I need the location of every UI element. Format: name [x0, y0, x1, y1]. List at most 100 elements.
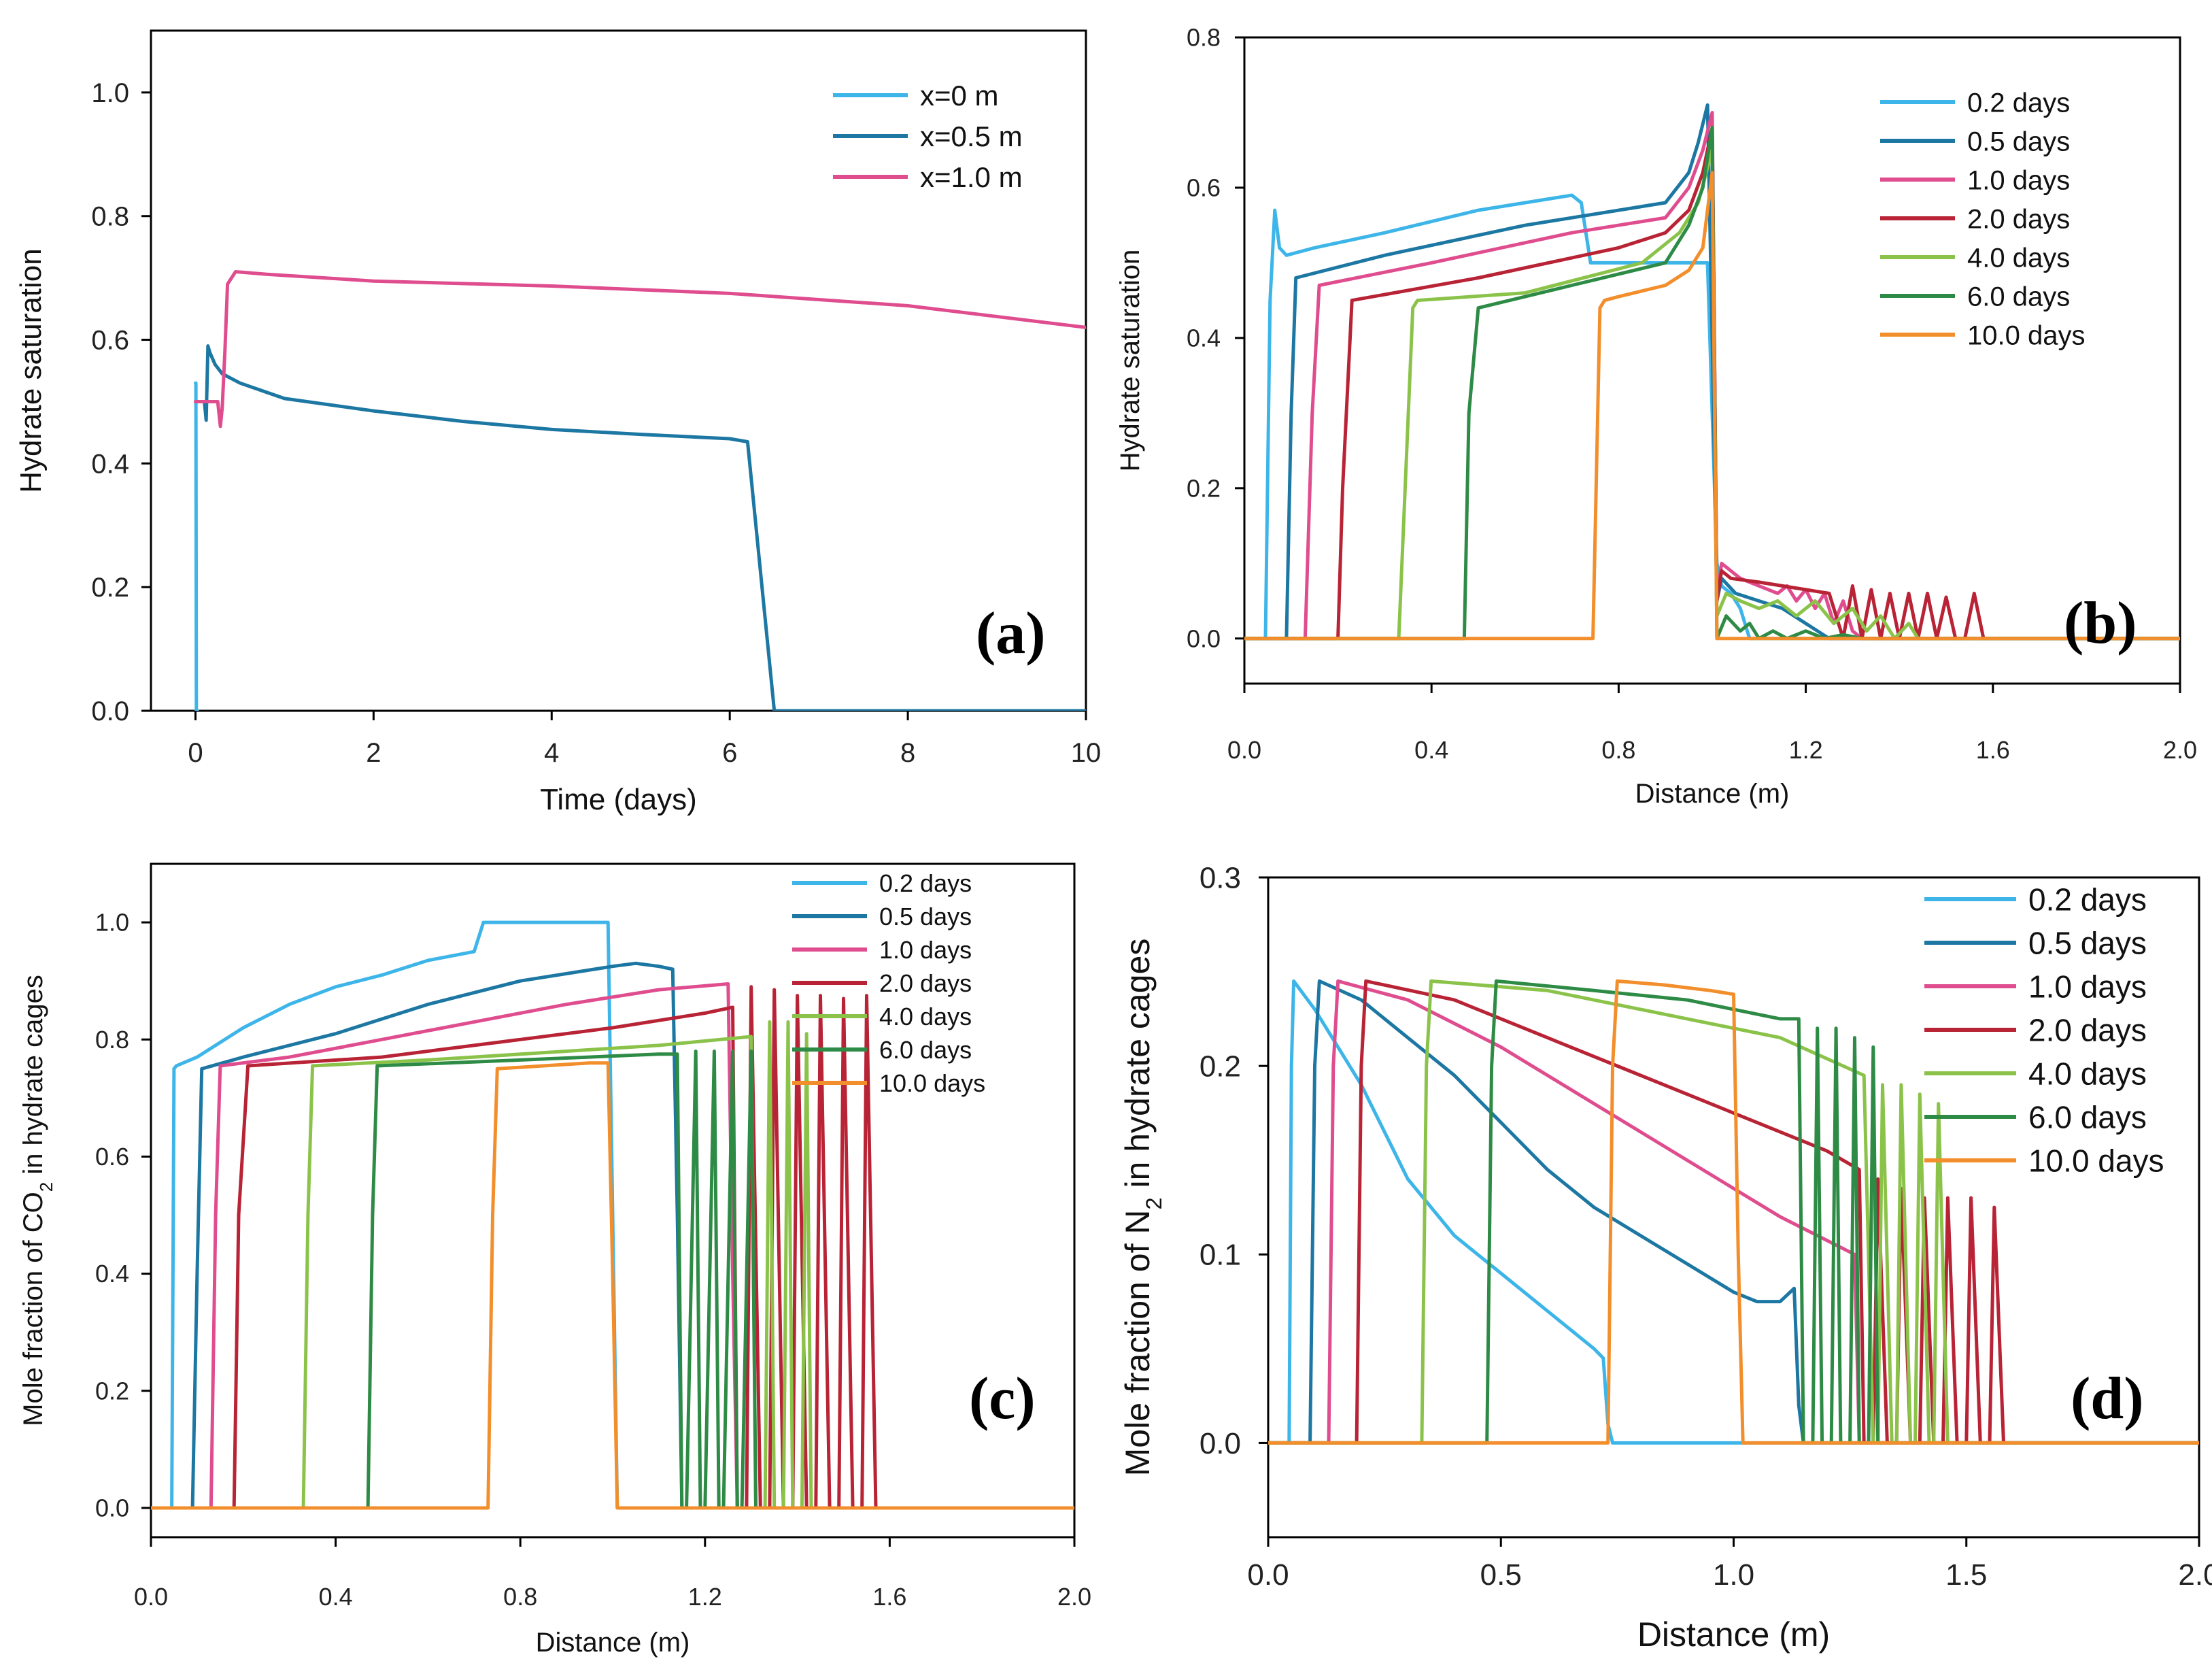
x-axis-label: Distance (m)	[1637, 1615, 1830, 1654]
legend-label: 2.0 days	[1967, 204, 2070, 234]
panel-a: 0 2 4 6 8 10 0.0 0.2 0.4 0.6 0.8 1.0 Time (days) Hydr…	[14, 29, 1102, 816]
plot-frame	[150, 862, 1076, 1539]
panel-label: (a)	[976, 601, 1046, 667]
series-line-10.0-days	[1268, 979, 2199, 1445]
series-line-6.0-days	[1244, 126, 2180, 641]
panel-label: (b)	[2064, 590, 2137, 656]
series-line-2.0-days	[1244, 126, 2180, 641]
series-line-10.0-days	[151, 1061, 1074, 1510]
x-tick-label: 8	[900, 738, 915, 768]
x-tick-label: 2.0	[1057, 1583, 1091, 1611]
legend-label: 6.0 days	[879, 1036, 972, 1064]
plot-frame	[150, 29, 1087, 712]
x-tick-label: 0.0	[134, 1583, 168, 1611]
y-tick-label: 0.0	[91, 697, 129, 726]
x-tick-label: 0.0	[1247, 1558, 1289, 1592]
x-tick-label: 1.6	[1976, 736, 2010, 764]
series-line-10.0-days	[1244, 171, 2180, 641]
series-line-4.0-days	[1244, 148, 2180, 641]
series-line-2.0-days	[151, 985, 1074, 1510]
y-tick-label: 0.8	[95, 1026, 129, 1054]
x-tick-label: 1.2	[1789, 736, 1823, 764]
x-tick-label: 0.8	[1601, 736, 1635, 764]
legend-label: 10.0 days	[2028, 1143, 2164, 1179]
y-tick-label: 0.2	[1199, 1050, 1241, 1084]
legend-label: 0.2 days	[2028, 882, 2147, 918]
x-tick-label: 0.4	[1414, 736, 1448, 764]
y-tick-label: 0.4	[91, 449, 129, 479]
x-tick-label: 6	[722, 738, 737, 768]
y-axis-label-subscript: 2	[1142, 1197, 1166, 1209]
panel-d: 0.0 0.5 1.0 1.5 2.0 0.0 0.1 0.2 0.3 Distance (m) M…	[1119, 861, 2212, 1654]
x-axis-label: Distance (m)	[1635, 779, 1790, 809]
legend-label: 0.2 days	[879, 869, 972, 897]
x-tick-label: 0.8	[503, 1583, 537, 1611]
series-line-1.0-days	[1268, 979, 2199, 1445]
y-tick-label: 0.8	[91, 202, 129, 232]
y-tick-label: 0.6	[1187, 174, 1221, 202]
x-tick-label: 1.5	[1945, 1558, 1987, 1592]
plot-frame	[1243, 36, 2181, 685]
legend-label: 0.2 days	[1967, 88, 2070, 118]
y-tick-label: 0.4	[95, 1260, 129, 1288]
legend-label: 1.0 days	[1967, 165, 2070, 195]
legend-label: 0.5 days	[879, 903, 972, 930]
x-axis-label: Time (days)	[540, 783, 697, 816]
legend-label: 0.5 days	[1967, 127, 2070, 156]
legend-label: 4.0 days	[2028, 1056, 2147, 1092]
y-axis-label-part: in hydrate cages	[1119, 939, 1157, 1198]
series-line-0.2-days	[151, 920, 1074, 1510]
legend-label: 10.0 days	[1967, 320, 2085, 350]
series-line-0.5-days	[1244, 103, 2180, 641]
y-tick-label: 0.8	[1187, 24, 1221, 52]
panel-b: 0.0 0.4 0.8 1.2 1.6 2.00.00.20.40.60.8Distanc…	[1115, 24, 2197, 809]
series-line-0.2-days	[1268, 979, 2199, 1445]
x-tick-label: 0.5	[1480, 1558, 1522, 1592]
y-axis-label-subscript: 2	[36, 1182, 56, 1192]
y-axis-label: Mole fraction of N2 in hydrate cages	[1119, 939, 1166, 1477]
series-line-0.2-days	[1244, 193, 2180, 641]
y-tick-label: 0.2	[1187, 474, 1221, 502]
y-axis-label: Hydrate saturation	[14, 248, 48, 493]
series-line-x-0.5-m	[194, 344, 1086, 711]
y-axis-label-part: Mole fraction of CO	[18, 1192, 48, 1426]
y-tick-label: 0.0	[95, 1494, 129, 1522]
y-tick-label: 1.0	[91, 78, 129, 108]
x-tick-label: 1.2	[688, 1583, 722, 1611]
y-tick-label: 0.4	[1187, 324, 1221, 352]
legend-label: x=0.5 m	[920, 120, 1023, 152]
series-line-x-0-m	[194, 381, 199, 711]
legend-label: x=0 m	[920, 80, 999, 112]
y-axis-label-part: in hydrate cages	[18, 975, 48, 1182]
y-tick-label: 0.6	[95, 1143, 129, 1171]
legend-label: 1.0 days	[2028, 969, 2147, 1005]
x-tick-label: 2	[366, 738, 381, 768]
legend-label: 2.0 days	[879, 969, 972, 997]
x-tick-label: 10	[1071, 738, 1102, 768]
y-tick-label: 1.0	[95, 909, 129, 937]
x-tick-label: 0	[188, 738, 203, 768]
x-tick-label: 2.0	[2178, 1558, 2212, 1592]
y-axis-label: Hydrate saturation	[1115, 250, 1145, 472]
y-tick-label: 0.6	[91, 326, 129, 356]
y-tick-label: 0.2	[95, 1377, 129, 1405]
x-axis-label: Distance (m)	[536, 1628, 690, 1658]
legend-label: 10.0 days	[879, 1069, 985, 1097]
legend-label: 6.0 days	[2028, 1100, 2147, 1135]
y-tick-label: 0.3	[1199, 861, 1241, 894]
series-line-0.5-days	[1268, 979, 2199, 1445]
legend-label: 0.5 days	[2028, 926, 2147, 961]
y-tick-label: 0.0	[1199, 1427, 1241, 1460]
legend-label: 6.0 days	[1967, 282, 2070, 312]
panel-c: 0.0 0.4 0.8 1.2 1.6 2.0 0.0 0.2 0.4 0.6 0.8 1.0 Dist…	[18, 862, 1091, 1658]
series-line-x-1.0-m	[194, 270, 1086, 429]
series-line-4.0-days	[151, 1020, 1074, 1510]
x-tick-label: 4	[544, 738, 559, 768]
x-tick-label: 1.6	[872, 1583, 906, 1611]
series-line-0.5-days	[151, 961, 1074, 1510]
legend-label: 4.0 days	[879, 1003, 972, 1030]
panel-label: (c)	[969, 1366, 1036, 1432]
series-line-1.0-days	[151, 982, 1074, 1510]
legend-label: 4.0 days	[1967, 243, 2070, 273]
